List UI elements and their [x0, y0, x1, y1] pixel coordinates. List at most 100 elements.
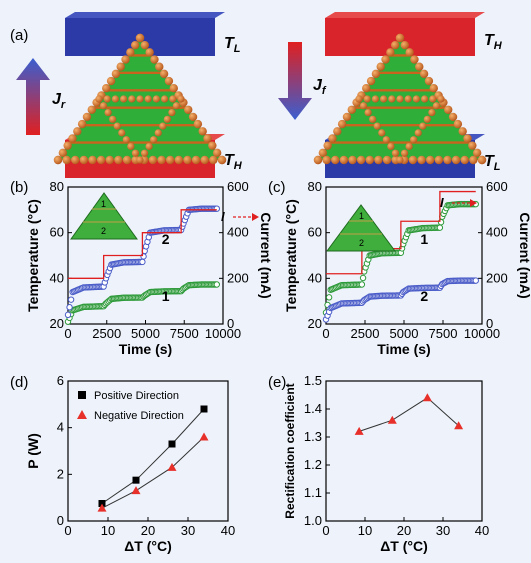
atom [150, 136, 158, 144]
atom [136, 156, 144, 164]
inset-c-label-1: 1 [359, 211, 364, 221]
atom [159, 69, 169, 79]
series-2-point [472, 277, 479, 284]
atom [121, 55, 130, 64]
atom [95, 95, 103, 103]
atom [428, 108, 436, 117]
atom [130, 40, 140, 50]
y-axis-label: P (W) [25, 433, 41, 469]
y-tick-label: 40 [308, 270, 322, 285]
atom [217, 155, 227, 165]
atom [150, 55, 159, 64]
y2-tick-label: 0 [227, 316, 234, 331]
legend-entry: Negative Direction [94, 410, 184, 422]
left-flux-arrow [16, 58, 50, 135]
atom [443, 155, 452, 165]
atom [177, 95, 185, 103]
atom [448, 112, 458, 122]
y2-tick-label: 400 [227, 225, 249, 240]
right-flux-arrow [278, 42, 312, 120]
square-marker [98, 500, 106, 507]
x-tick-label: 0 [322, 326, 329, 341]
chart-b: 0 2500 5000 7500 10000 20 40 60 80 0 200 400 600 Time… [25, 179, 274, 357]
atom [458, 127, 467, 136]
atom [410, 136, 418, 144]
atom [127, 142, 135, 151]
atom [111, 95, 119, 103]
legend: Positive Direction Negative Direction [77, 390, 184, 422]
atom [405, 142, 413, 151]
y-tick-label: 20 [308, 316, 322, 331]
atom [99, 102, 108, 110]
triangle-marker [167, 462, 177, 471]
atom [396, 156, 404, 164]
triangle-marker [454, 421, 464, 430]
atom [342, 112, 352, 122]
atom [318, 148, 328, 158]
y2-tick-label: 600 [486, 179, 508, 194]
atom [79, 155, 89, 165]
panel-d: (d) 0 10 20 30 40 0 2 4 6 ΔT (°C) P (W) Positive Di… [10, 373, 235, 554]
inset-b-label-1: 1 [101, 199, 106, 209]
y2-tick-label: 200 [227, 270, 249, 285]
atom [168, 108, 176, 117]
atom [183, 155, 192, 165]
atom [331, 155, 340, 165]
atom [376, 62, 385, 71]
panel-e: (e) 0 10 20 30 40 1.0 1.1 1.2 1.3 1.4 1.5 ΔT (°C) Re… [268, 373, 489, 554]
atom [77, 119, 87, 129]
atom [203, 134, 212, 143]
y-axis-label: Rectification coefficient [283, 383, 297, 518]
atom [390, 40, 400, 50]
x-tick-label: 5000 [131, 326, 160, 341]
inset-b-triangle [70, 192, 138, 240]
panel-a-letter: (a) [10, 27, 28, 44]
atom [400, 40, 410, 50]
atom [469, 155, 478, 165]
panel-d-letter: (d) [10, 374, 28, 391]
atom [208, 141, 217, 150]
atom [415, 62, 424, 71]
atom [313, 155, 323, 165]
x-tick-label: 0 [322, 523, 329, 538]
atom [118, 129, 126, 137]
y-tick-label: 60 [50, 225, 64, 240]
series-2-point [213, 205, 221, 212]
atom [412, 95, 420, 103]
atom [429, 84, 438, 93]
x-axis-label: ΔT (°C) [380, 538, 428, 554]
y2-tick-label: 400 [486, 225, 508, 240]
x-tick-label: 0 [64, 523, 71, 538]
atom [347, 105, 356, 114]
atom [198, 127, 207, 136]
atom [135, 33, 145, 43]
left-pyramid [53, 33, 227, 165]
triangle-marker [354, 426, 364, 435]
inset-c-triangle [326, 204, 396, 252]
x-tick-label: 10 [101, 523, 115, 538]
atom [159, 122, 167, 130]
atom [328, 134, 337, 143]
atom [408, 155, 418, 165]
atom [322, 155, 331, 165]
x-tick-label: 0 [64, 326, 71, 341]
atom [82, 112, 92, 122]
atom [323, 141, 332, 150]
atom [154, 129, 162, 137]
atom [191, 155, 201, 165]
atom [421, 95, 429, 103]
atom [380, 95, 388, 103]
series-2-point [66, 304, 73, 311]
series-1-point [213, 281, 221, 288]
left-top-temp: TL [224, 35, 241, 55]
atom [404, 95, 412, 103]
atom [122, 155, 132, 165]
atom [395, 33, 405, 43]
panel-c: (c) 0 2500 5000 7500 10000 20 40 60 80 0 200 400 600… [268, 179, 531, 357]
atom [145, 142, 153, 151]
atom [396, 95, 404, 103]
triangle-marker [387, 415, 397, 424]
atom [209, 155, 218, 165]
series-1-point [436, 224, 444, 231]
legend-triangle-marker [77, 410, 87, 419]
